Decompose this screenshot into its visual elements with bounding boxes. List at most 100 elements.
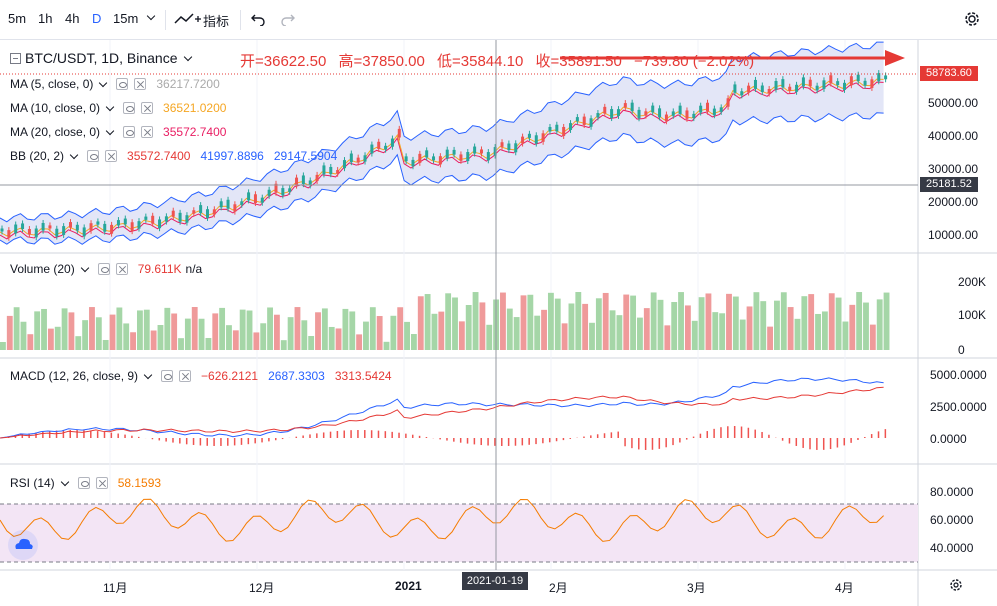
low-value: 低=35844.10 [437, 53, 524, 70]
legend-volume-name[interactable]: Volume (20) [10, 262, 75, 276]
candle-body [514, 143, 518, 153]
candle-body [788, 86, 792, 91]
macd-histogram-bar [514, 438, 517, 446]
volume-bar [808, 294, 815, 350]
candle-body [767, 88, 771, 94]
macd-histogram-bar [90, 430, 92, 438]
eye-icon[interactable] [123, 102, 136, 114]
macd-line [0, 377, 884, 439]
volume-bar [719, 313, 726, 350]
macd-histogram-bar [870, 434, 873, 438]
rsi-band [0, 504, 918, 562]
macd-histogram-bar [795, 438, 798, 446]
macd-histogram-bar [836, 438, 839, 448]
interval-dropdown-chevron-icon[interactable] [146, 11, 156, 21]
eye-icon[interactable] [116, 78, 129, 90]
candle-body [89, 223, 93, 231]
close-icon[interactable] [105, 150, 118, 162]
close-icon[interactable] [141, 126, 154, 138]
eye-icon[interactable] [87, 150, 100, 162]
change-value: −739.80 (−2.02%) [634, 53, 755, 70]
interval-4h[interactable]: 4h [65, 11, 80, 26]
candle-body [603, 106, 607, 114]
candle-body [596, 113, 600, 118]
volume-bar [712, 312, 719, 350]
candle-body [548, 126, 552, 132]
indicators-button[interactable]: 指标 [203, 14, 230, 29]
macd-histogram-bar [740, 426, 743, 438]
volume-bar [664, 325, 671, 350]
macd-histogram-bar [336, 430, 339, 438]
candle-body [219, 201, 223, 208]
interval-d[interactable]: D [92, 11, 102, 26]
indicators-icon[interactable] [173, 11, 201, 27]
candle-body [815, 85, 819, 91]
volume-bar [575, 292, 582, 350]
eye-icon[interactable] [123, 126, 136, 138]
gear-icon[interactable] [961, 8, 983, 30]
candle-body [178, 212, 182, 222]
macd-histogram-bar [69, 430, 71, 438]
close-icon[interactable] [95, 477, 108, 489]
chevron-down-icon[interactable] [99, 78, 108, 87]
chevron-down-icon[interactable] [105, 102, 115, 111]
chevron-down-icon[interactable] [80, 263, 89, 272]
volume-bar [0, 342, 6, 350]
legend-macd-name[interactable]: MACD (12, 26, close, 9) [10, 369, 139, 383]
candle-body [233, 204, 237, 212]
interval-15m[interactable]: 15m [113, 11, 139, 26]
eye-icon[interactable] [97, 263, 110, 275]
candle-body [877, 73, 881, 82]
eye-icon[interactable] [161, 370, 174, 382]
close-icon[interactable] [134, 78, 147, 90]
chevron-down-icon[interactable] [183, 52, 192, 61]
chevron-down-icon[interactable] [69, 150, 79, 159]
volume-bar [486, 324, 493, 350]
close-icon[interactable] [115, 263, 128, 275]
redo-icon[interactable] [280, 12, 296, 26]
candle-body [438, 156, 442, 165]
candle-body [630, 102, 634, 112]
macd-histogram-bar [405, 433, 407, 438]
close-icon[interactable] [141, 102, 154, 114]
legend-bb-name[interactable]: BB (20, 2) [10, 149, 65, 163]
volume-bar [698, 297, 705, 350]
tradingview-logo[interactable] [8, 530, 38, 560]
chevron-down-icon[interactable] [60, 477, 69, 486]
volume-bar [13, 307, 20, 350]
candle-body [96, 221, 100, 225]
macd-histogram-bar [370, 430, 373, 438]
volume-bar [554, 298, 561, 350]
candle-body [110, 224, 114, 234]
candle-body [808, 79, 812, 87]
macd-histogram-bar [713, 428, 715, 438]
candle-body [274, 183, 278, 193]
chart-canvas[interactable] [0, 40, 997, 606]
chevron-down-icon[interactable] [105, 126, 115, 135]
candle-body [801, 77, 805, 87]
candle-body [870, 79, 874, 88]
close-icon[interactable] [179, 370, 192, 382]
macd-histogram-bar [268, 438, 270, 442]
symbol-title[interactable]: BTC/USDT, 1D, Binance [25, 50, 178, 66]
legend-ma5-name[interactable]: MA (5, close, 0) [10, 77, 94, 91]
gear-icon[interactable] [948, 577, 964, 593]
macd-histogram-bar [384, 431, 387, 438]
legend-ma20-name[interactable]: MA (20, close, 0) [10, 125, 101, 139]
volume-bar [609, 310, 616, 350]
interval-1h[interactable]: 1h [38, 11, 53, 26]
macd-histogram-bar [685, 438, 688, 440]
legend-rsi-name[interactable]: RSI (14) [10, 476, 55, 490]
macd-histogram-bar [480, 438, 482, 446]
chevron-down-icon[interactable] [143, 370, 153, 379]
legend-ma10-name[interactable]: MA (10, close, 0) [10, 101, 101, 115]
eye-icon[interactable] [77, 477, 90, 489]
interval-5m[interactable]: 5m [8, 11, 27, 26]
macd-histogram-bar [42, 431, 44, 438]
legend-rsi-value: 58.1593 [117, 476, 162, 490]
undo-icon[interactable] [250, 12, 266, 26]
volume-bar [506, 308, 513, 350]
macd-histogram-bar [350, 430, 352, 438]
candle-body [740, 91, 744, 96]
collapse-legend-icon[interactable] [10, 52, 21, 64]
